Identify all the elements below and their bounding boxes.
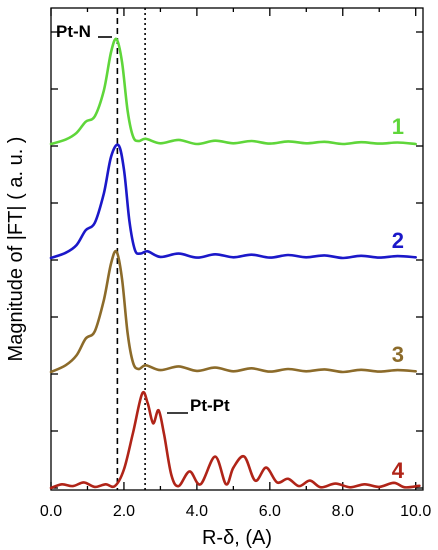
series-curve-2 [49,143,417,260]
series-labels: 1 2 3 4 [392,114,405,483]
x-tick-label: 6.0 [259,503,281,520]
series-label-2: 2 [392,228,404,253]
x-tick-labels: 0.0 2.0 4.0 6.0 8.0 10.0 [40,503,432,520]
series-label-4: 4 [392,458,405,483]
x-tick-label: 4.0 [186,503,208,520]
x-tick-label: 8.0 [332,503,354,520]
plot-frame [50,7,424,491]
series-curve-3 [49,249,417,374]
axis-ticks [50,8,423,490]
series-curve-1 [49,37,417,146]
pt-n-annotation: Pt-N [56,22,91,41]
series-label-1: 1 [392,114,404,139]
y-axis-label: Magnitude of |FT| ( a. u. ) [5,137,27,362]
pt-pt-annotation: Pt-Pt [190,396,230,415]
x-axis-label: R-δ, (A) [202,527,272,549]
x-tick-label: 0.0 [40,503,62,520]
series-curve-4 [49,390,421,490]
reference-lines [116,8,146,490]
series-curves [49,37,421,490]
x-tick-label: 2.0 [113,503,135,520]
series-label-3: 3 [392,342,404,367]
x-tick-label: 10.0 [400,503,431,520]
